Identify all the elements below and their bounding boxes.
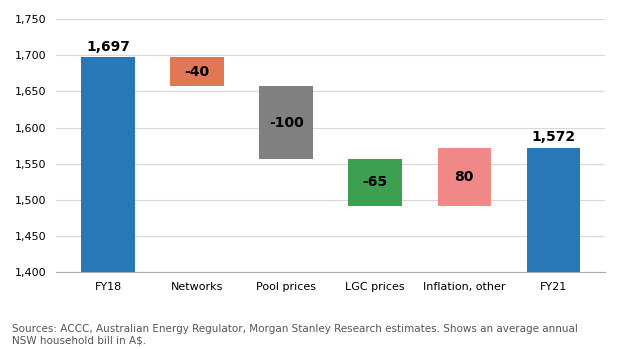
- Bar: [526, 148, 580, 273]
- Bar: [81, 57, 135, 273]
- Text: 1,697: 1,697: [86, 40, 130, 54]
- Text: Sources: ACCC, Australian Energy Regulator, Morgan Stanley Research estimates. S: Sources: ACCC, Australian Energy Regulat…: [12, 324, 578, 346]
- Bar: [348, 159, 402, 206]
- Bar: [438, 148, 491, 206]
- Text: 80: 80: [454, 170, 474, 184]
- Text: -100: -100: [268, 116, 304, 129]
- Text: 1,572: 1,572: [531, 130, 575, 144]
- Text: -40: -40: [185, 65, 210, 79]
- Bar: [259, 86, 313, 159]
- Bar: [170, 57, 224, 86]
- Text: -65: -65: [363, 175, 388, 189]
